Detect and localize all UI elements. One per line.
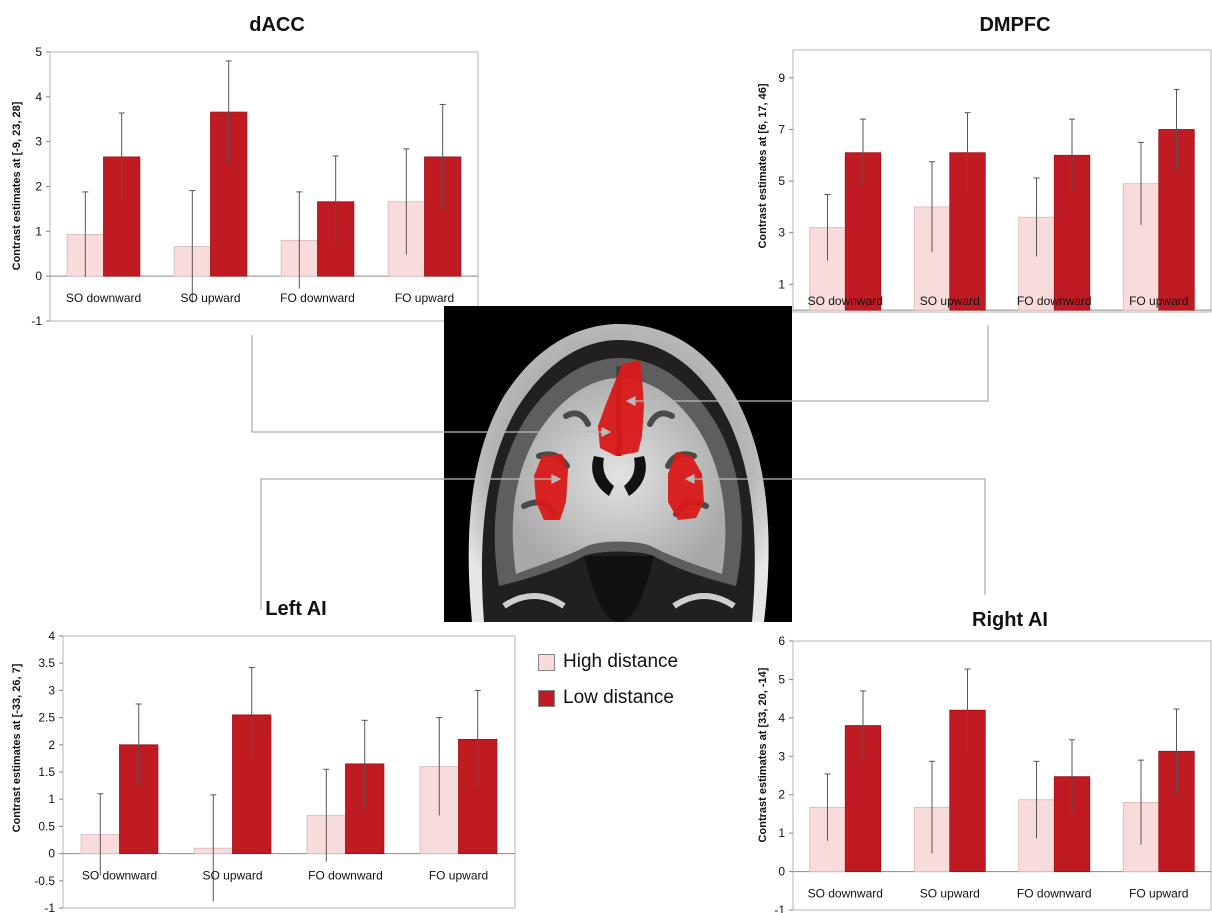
y-tick-label: 3 [48, 683, 55, 697]
y-tick-label: 6 [778, 634, 785, 648]
y-axis-label: Contrast estimates at [-33, 26, 7] [11, 663, 23, 832]
legend-swatch-low-distance [538, 689, 555, 707]
x-category-label: SO upward [180, 291, 240, 305]
y-tick-label: -1 [774, 903, 785, 913]
legend-item-high-distance: High distance [538, 644, 678, 680]
x-category-label: FO upward [1129, 294, 1188, 308]
chart-title-right-ai: Right AI [972, 609, 1048, 631]
legend-label-low-distance: Low distance [563, 687, 674, 708]
y-axis-label: Contrast estimates at [6, 17, 46] [757, 83, 769, 248]
y-tick-label: 5 [778, 672, 785, 686]
y-tick-label: 1 [778, 826, 785, 840]
y-tick-label: 2 [778, 788, 785, 802]
bar-low-distance [345, 763, 385, 855]
y-tick-label: 0 [778, 865, 785, 879]
x-category-label: FO downward [1017, 294, 1092, 308]
x-category-label: SO downward [808, 887, 883, 901]
y-tick-label: 3.5 [38, 656, 55, 670]
brain-image [444, 306, 792, 622]
y-tick-label: 3 [35, 135, 42, 149]
y-tick-label: 3 [778, 749, 785, 763]
plot-frame [792, 640, 1212, 911]
y-tick-label: 1 [35, 224, 42, 238]
y-tick-label: -1 [44, 901, 55, 913]
x-category-label: FO upward [1129, 887, 1188, 901]
y-axis-label: Contrast estimates at [33, 20, -14] [757, 667, 769, 842]
x-category-label: SO upward [202, 869, 262, 883]
y-tick-label: 5 [35, 45, 42, 59]
x-category-label: FO downward [1017, 887, 1092, 901]
y-tick-label: 2 [48, 738, 55, 752]
y-tick-label: -1 [31, 314, 42, 328]
y-tick-label: 3 [778, 226, 785, 240]
x-category-label: FO downward [280, 291, 355, 305]
bar-low-distance [424, 156, 462, 277]
legend-label-high-distance: High distance [563, 651, 679, 672]
legend-swatch-high-distance [538, 653, 555, 671]
x-category-label: SO downward [808, 294, 883, 308]
y-axis-label: Contrast estimates at [-9, 23, 28] [11, 101, 23, 270]
x-category-label: SO upward [920, 887, 980, 901]
y-tick-label: 9 [778, 71, 785, 85]
y-tick-label: 4 [35, 90, 42, 104]
y-tick-label: 7 [778, 122, 785, 136]
legend-item-low-distance: Low distance [538, 680, 678, 716]
y-tick-label: 1.5 [38, 765, 55, 779]
x-category-label: SO downward [66, 291, 141, 305]
y-tick-label: 0.5 [38, 819, 55, 833]
x-category-label: FO downward [308, 869, 383, 883]
x-category-label: SO upward [920, 294, 980, 308]
y-tick-label: 5 [778, 174, 785, 188]
y-tick-label: 4 [778, 711, 785, 725]
y-tick-label: 1 [48, 792, 55, 806]
y-tick-label: 2.5 [38, 711, 55, 725]
y-tick-label: 4 [48, 629, 55, 643]
chart-title-dacc: dACC [249, 14, 305, 36]
y-tick-label: 0 [48, 847, 55, 861]
y-tick-label: -0.5 [34, 874, 55, 888]
y-tick-label: 1 [778, 277, 785, 291]
x-category-label: SO downward [82, 869, 157, 883]
y-tick-label: 2 [35, 180, 42, 194]
chart-title-dmpfc: DMPFC [979, 14, 1051, 36]
legend: High distance Low distance [538, 644, 678, 716]
x-category-label: FO upward [429, 869, 488, 883]
y-tick-label: 0 [35, 269, 42, 283]
x-category-label: FO upward [395, 291, 454, 305]
